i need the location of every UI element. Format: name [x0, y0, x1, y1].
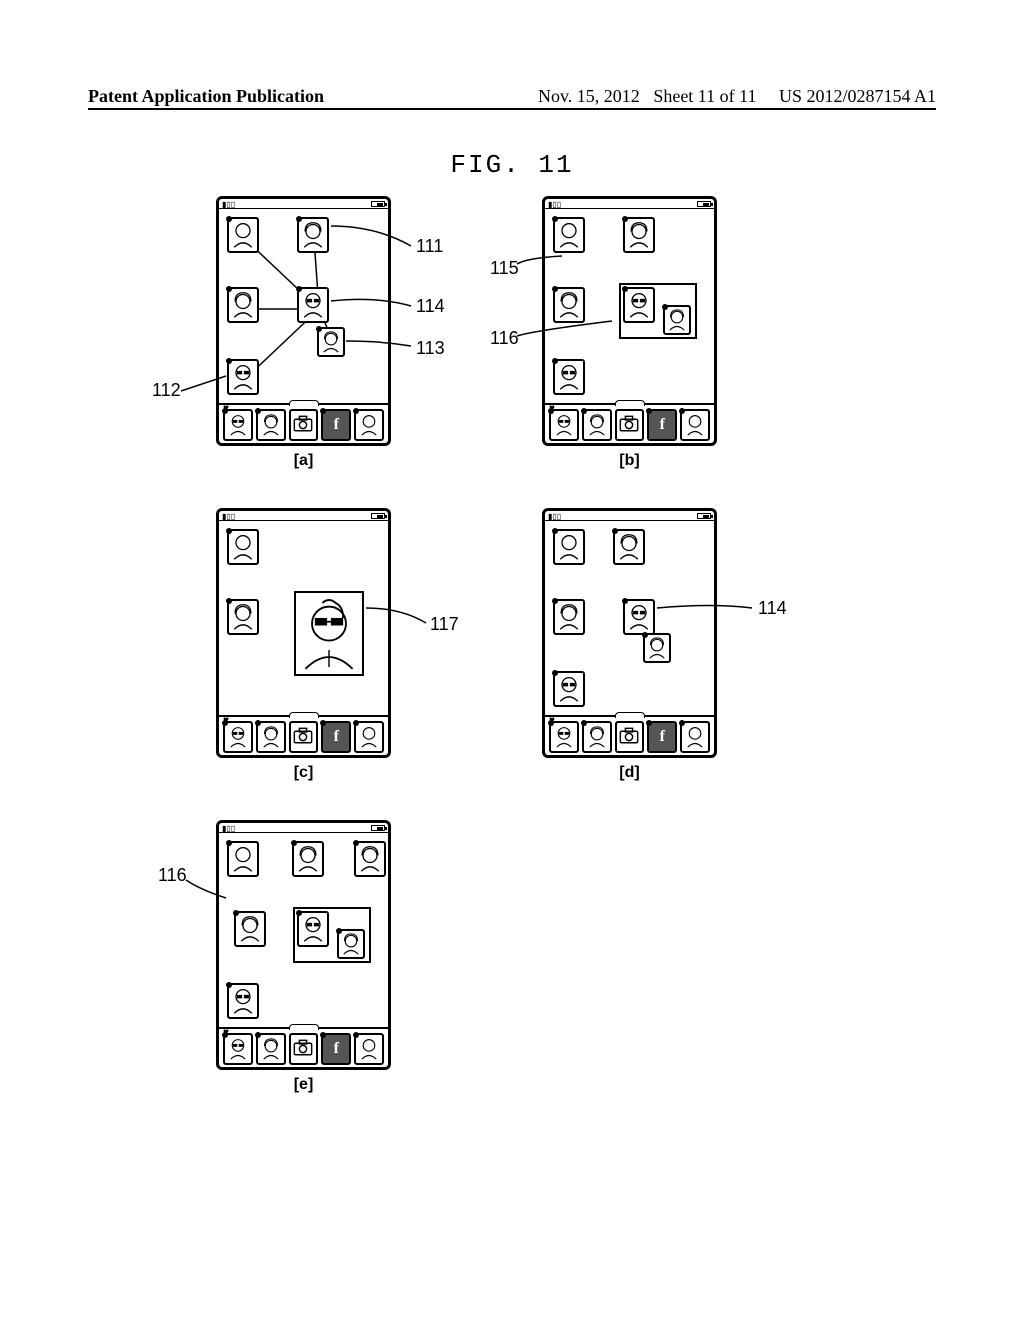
header-right: Nov. 15, 2012 Sheet 11 of 11 US 2012/028… [538, 86, 936, 107]
ref-116-e: 116 [158, 865, 187, 886]
callout-lines-a [216, 196, 466, 456]
header-rule [88, 108, 936, 110]
ref-113: 113 [416, 338, 445, 359]
ref-114-d: 114 [758, 598, 787, 619]
ref-115: 115 [490, 258, 519, 279]
callout-lines-e [216, 820, 416, 1080]
header-left: Patent Application Publication [88, 86, 324, 107]
figure-title: FIG. 11 [0, 150, 1024, 180]
ref-116: 116 [490, 328, 519, 349]
callout-lines-c [216, 508, 466, 768]
ref-114: 114 [416, 296, 445, 317]
ref-111: 111 [416, 236, 443, 257]
callout-lines-d [542, 508, 792, 768]
ref-112: 112 [152, 380, 181, 401]
ref-117: 117 [430, 614, 459, 635]
page-header: Patent Application Publication Nov. 15, … [88, 86, 936, 107]
callout-lines-b [542, 196, 742, 456]
